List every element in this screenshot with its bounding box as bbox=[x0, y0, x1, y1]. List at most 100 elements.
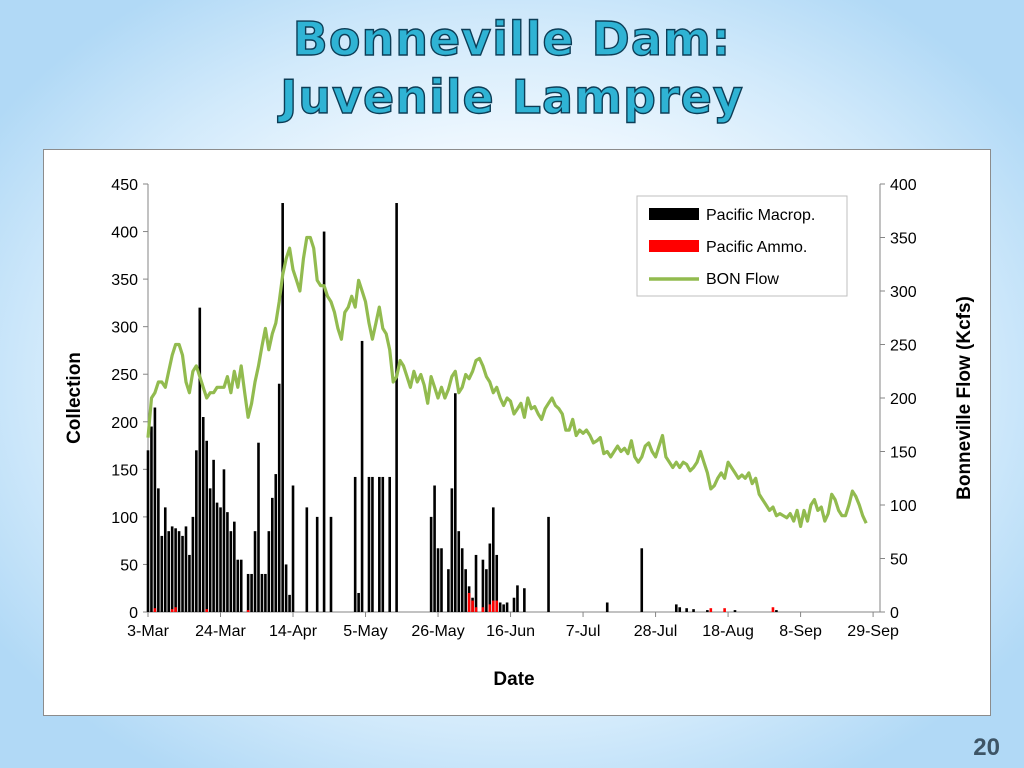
legend-swatch-macrop bbox=[649, 208, 699, 220]
macrop-bar bbox=[692, 609, 695, 612]
ammo-bar bbox=[709, 608, 713, 612]
macrop-bar bbox=[153, 407, 157, 612]
x-axis-tick-labels: 3-Mar 24-Mar 14-Apr 5-May 26-May 16-Jun 7-Jul 2… bbox=[127, 623, 899, 640]
macrop-bar bbox=[685, 608, 688, 612]
macrop-bar bbox=[381, 476, 385, 612]
x-tick-label: 18-Aug bbox=[702, 623, 754, 640]
macrop-bar bbox=[495, 554, 499, 612]
ammo-bar bbox=[153, 608, 157, 612]
ammo-bar bbox=[174, 607, 177, 612]
ammo-bar bbox=[488, 604, 492, 612]
y-tick-label: 450 bbox=[111, 177, 138, 194]
macrop-bar bbox=[329, 516, 333, 612]
macrop-bar bbox=[395, 203, 398, 612]
ammo-bar bbox=[491, 600, 495, 612]
ammo-bar bbox=[170, 609, 174, 612]
macrop-bar bbox=[505, 602, 509, 612]
chart-svg: 0 50 100 150 200 250 300 350 400 450 0 50 100 150 200… bbox=[64, 177, 975, 690]
macrop-bar bbox=[440, 548, 443, 612]
y-tick-label: 250 bbox=[111, 367, 138, 384]
macrop-bar bbox=[150, 426, 153, 612]
ammo-bar bbox=[495, 600, 499, 612]
macrop-bar bbox=[226, 512, 229, 612]
macrop-bar bbox=[485, 569, 488, 612]
macrop-bar bbox=[488, 543, 492, 612]
macrop-bar bbox=[198, 307, 202, 612]
macrop-bar bbox=[264, 573, 267, 612]
macrop-bar bbox=[291, 485, 295, 612]
x-tick-label: 5-May bbox=[343, 623, 387, 640]
y-tick-label: 0 bbox=[129, 605, 138, 622]
macrop-bar bbox=[464, 569, 467, 612]
y-tick-label: 300 bbox=[111, 320, 138, 337]
left-axis-tick-labels: 0 50 100 150 200 250 300 350 400 450 bbox=[111, 177, 138, 622]
ammo-bar bbox=[474, 607, 478, 612]
macrop-bar bbox=[208, 488, 212, 612]
legend-label-flow: BON Flow bbox=[706, 271, 779, 288]
y-tick-label: 350 bbox=[111, 272, 138, 289]
x-tick-label: 14-Apr bbox=[269, 623, 318, 640]
macrop-bar bbox=[177, 531, 181, 612]
macrop-bar bbox=[205, 440, 208, 612]
series-pacific-ammo bbox=[153, 592, 775, 612]
macrop-bar bbox=[160, 535, 164, 612]
macrop-bar bbox=[447, 569, 450, 612]
chart-container: 0 50 100 150 200 250 300 350 400 450 0 50 100 150 200… bbox=[43, 149, 991, 716]
page-number: 20 bbox=[973, 734, 1000, 761]
macrop-bar bbox=[274, 474, 278, 612]
macrop-bar bbox=[512, 597, 516, 612]
macrop-bar bbox=[450, 488, 454, 612]
x-tick-label: 24-Mar bbox=[195, 623, 246, 640]
y2-axis-title: Bonneville Flow (Kcfs) bbox=[954, 296, 975, 500]
macrop-bar bbox=[775, 610, 778, 612]
macrop-bar bbox=[640, 548, 644, 612]
macrop-bar bbox=[246, 573, 250, 612]
macrop-bar bbox=[516, 585, 519, 612]
macrop-bar bbox=[322, 231, 326, 613]
macrop-bar bbox=[163, 507, 167, 612]
legend-swatch-ammo bbox=[649, 240, 699, 252]
ammo-bar bbox=[723, 608, 726, 612]
y2-tick-label: 400 bbox=[890, 177, 917, 194]
macrop-bar bbox=[212, 459, 215, 612]
macrop-bar bbox=[222, 469, 226, 612]
macrop-bar bbox=[491, 507, 495, 612]
y-tick-label: 150 bbox=[111, 462, 138, 479]
macrop-bar bbox=[184, 526, 188, 612]
macrop-bar bbox=[706, 610, 709, 612]
macrop-bar bbox=[305, 507, 309, 612]
slide-title: Bonneville Dam: Juvenile Lamprey bbox=[0, 10, 1024, 126]
macrop-bar bbox=[547, 516, 550, 612]
slide-title-line2: Juvenile Lamprey bbox=[279, 69, 744, 124]
x-tick-label: 3-Mar bbox=[127, 623, 169, 640]
macrop-bar bbox=[436, 548, 440, 612]
macrop-bar bbox=[281, 203, 284, 612]
y2-tick-label: 0 bbox=[890, 605, 899, 622]
x-tick-label: 26-May bbox=[411, 623, 464, 640]
macrop-bar bbox=[454, 393, 457, 612]
x-tick-label: 28-Jul bbox=[634, 623, 678, 640]
macrop-bar bbox=[498, 602, 502, 612]
slide-title-line1: Bonneville Dam: bbox=[292, 11, 732, 66]
macrop-bar bbox=[605, 602, 609, 612]
y2-tick-label: 200 bbox=[890, 391, 917, 408]
x-tick-label: 8-Sep bbox=[779, 623, 822, 640]
macrop-bar bbox=[367, 476, 371, 612]
macrop-bar bbox=[215, 502, 219, 612]
macrop-bar bbox=[260, 573, 264, 612]
macrop-bar bbox=[250, 573, 253, 612]
macrop-bar bbox=[433, 485, 436, 612]
macrop-bar bbox=[315, 516, 319, 612]
series-pacific-macrop bbox=[146, 203, 778, 613]
macrop-bar bbox=[481, 559, 485, 612]
macrop-bar bbox=[239, 559, 243, 612]
macrop-bar bbox=[371, 476, 374, 612]
y2-tick-label: 350 bbox=[890, 231, 917, 248]
ammo-bar bbox=[205, 609, 208, 612]
y2-tick-label: 50 bbox=[890, 552, 908, 569]
macrop-bar bbox=[277, 383, 281, 612]
y-tick-label: 50 bbox=[120, 557, 138, 574]
macrop-bar bbox=[678, 607, 682, 612]
macrop-bar bbox=[388, 476, 391, 612]
macrop-bar bbox=[219, 507, 222, 612]
